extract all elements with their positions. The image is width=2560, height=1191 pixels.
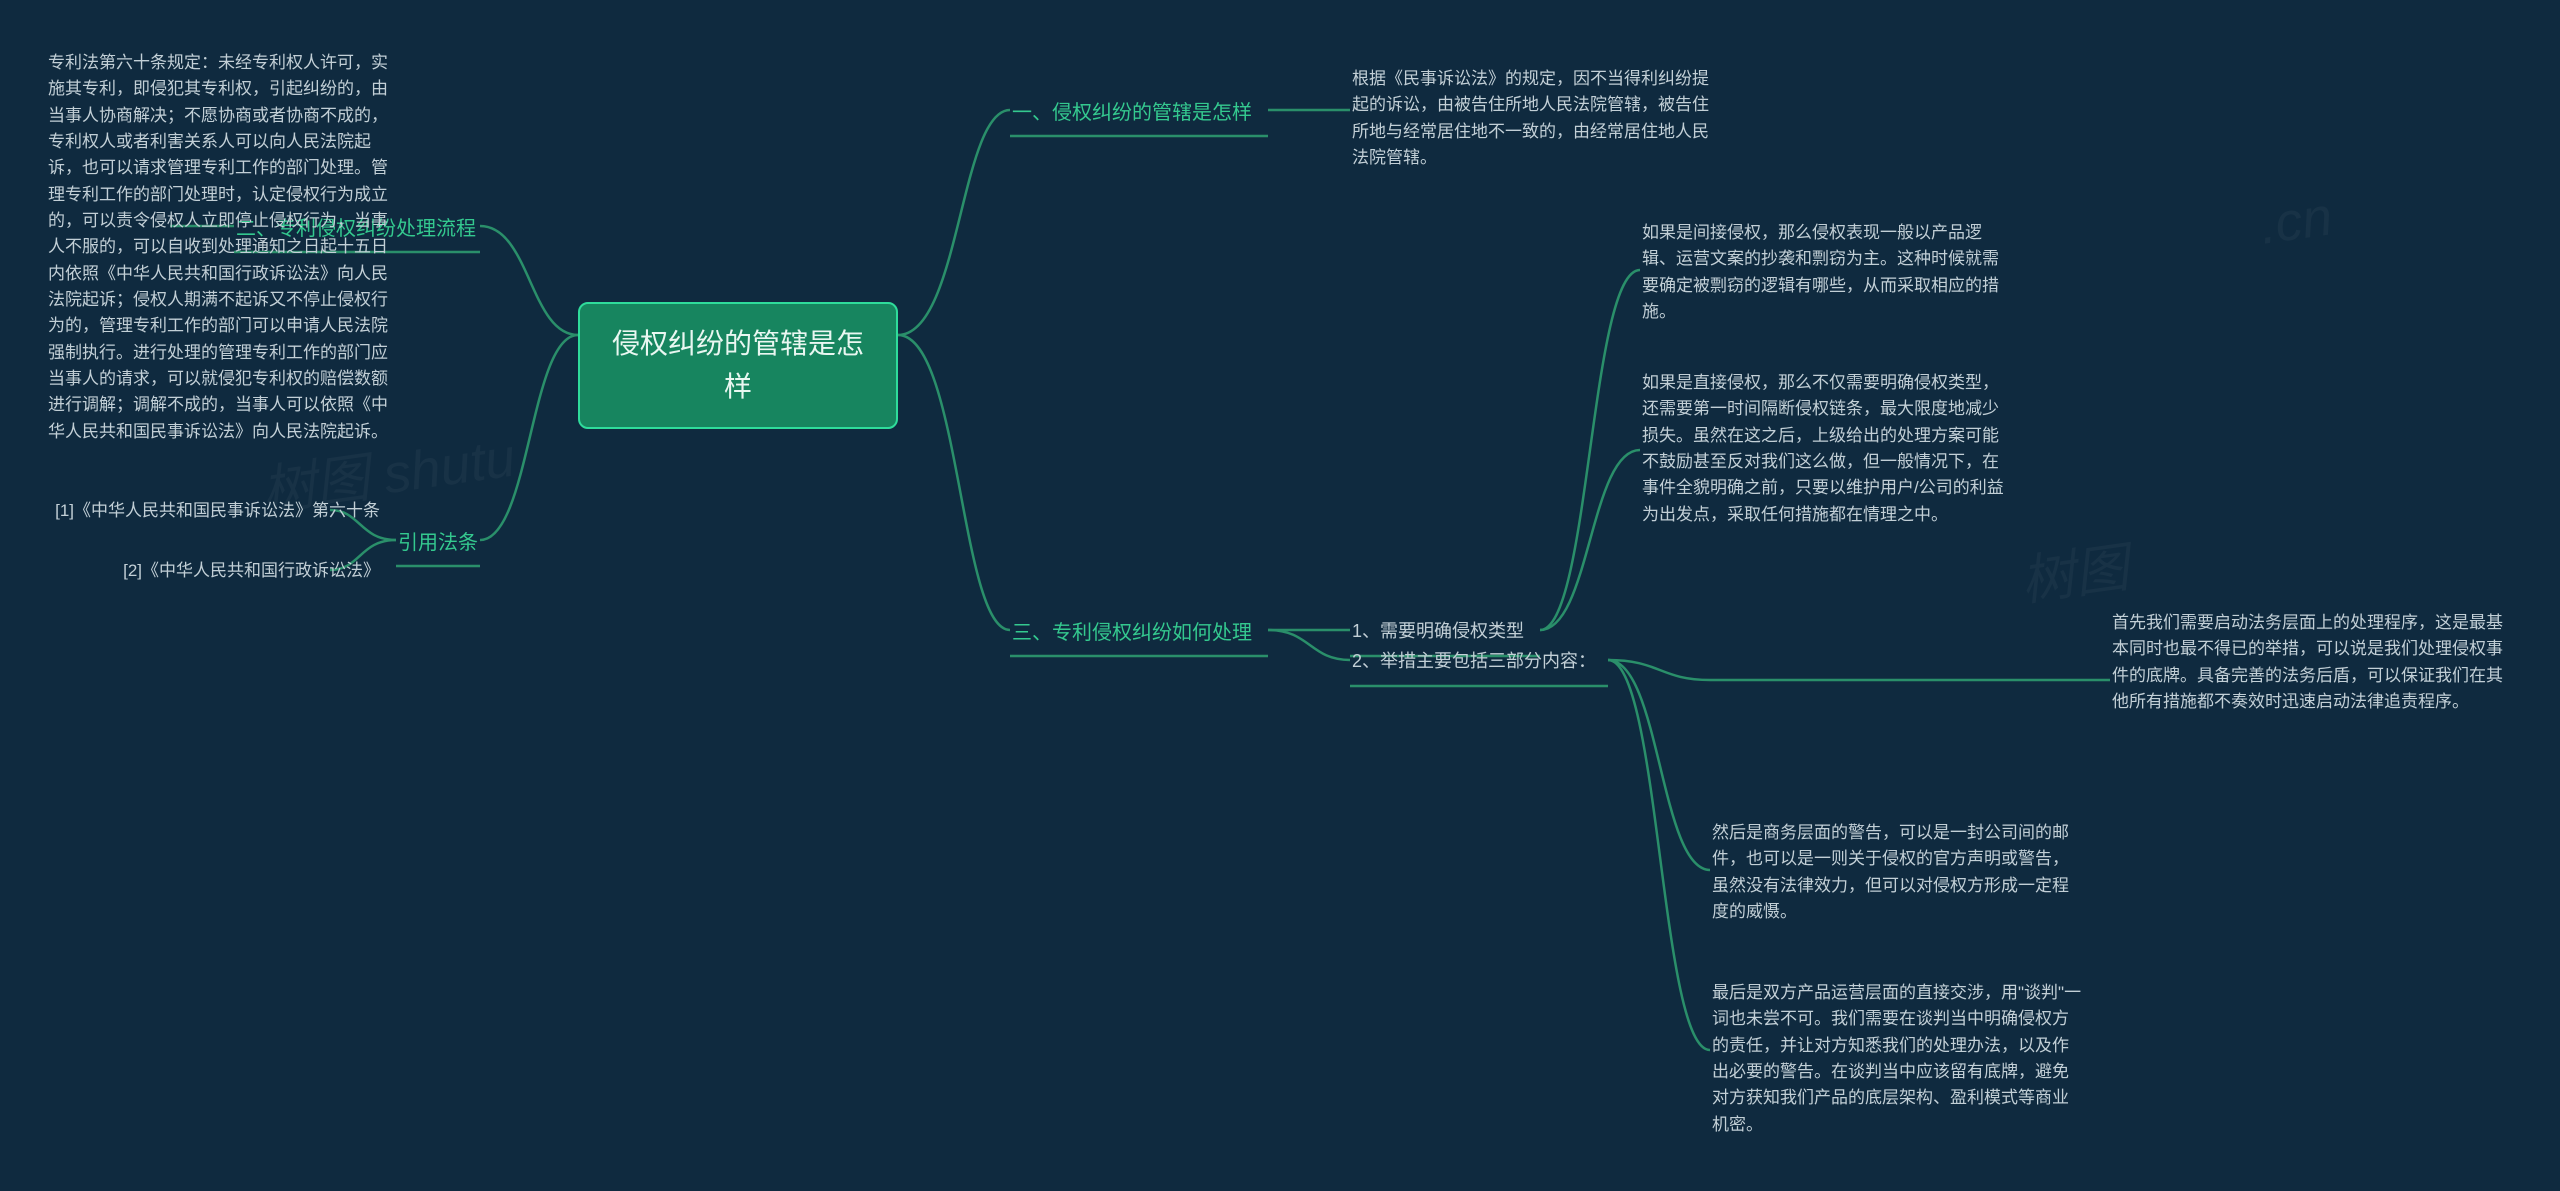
- sub2-leaf-3: 最后是双方产品运营层面的直接交涉，用"谈判"一词也未尝不可。我们需要在谈判当中明…: [1712, 980, 2082, 1138]
- sub2-leaf-2: 然后是商务层面的警告，可以是一封公司间的邮件，也可以是一则关于侵权的官方声明或警…: [1712, 820, 2082, 925]
- root-node: 侵权纠纷的管辖是怎样: [578, 302, 898, 429]
- sub1-leaf-1: 如果是间接侵权，那么侵权表现一般以产品逻辑、运营文案的抄袭和剽窃为主。这种时候就…: [1642, 220, 2012, 325]
- branch-3-sub2: 2、举措主要包括三部分内容：: [1352, 648, 1596, 676]
- sub1-leaf-2: 如果是直接侵权，那么不仅需要明确侵权类型，还需要第一时间隔断侵权链条，最大限度地…: [1642, 370, 2012, 528]
- cite-item-1: [1]《中华人民共和国民事诉讼法》第六十条: [40, 498, 380, 524]
- branch-cite: 引用法条: [398, 528, 478, 559]
- branch-3: 三、专利侵权纠纷如何处理: [1012, 618, 1252, 649]
- root-label: 侵权纠纷的管辖是怎样: [612, 328, 864, 402]
- branch-3-sub1: 1、需要明确侵权类型: [1352, 618, 1524, 646]
- branch-1: 一、侵权纠纷的管辖是怎样: [1012, 98, 1252, 129]
- branch-1-leaf: 根据《民事诉讼法》的规定，因不当得利纠纷提起的诉讼，由被告住所地人民法院管辖，被…: [1352, 66, 1712, 171]
- watermark: 树图: [2015, 523, 2133, 616]
- watermark: .cn: [2256, 185, 2336, 256]
- branch-2-leaf: 专利法第六十条规定：未经专利权人许可，实施其专利，即侵犯其专利权，引起纠纷的，由…: [48, 50, 398, 445]
- cite-item-2: [2]《中华人民共和国行政诉讼法》: [100, 558, 380, 584]
- sub2-leaf-1: 首先我们需要启动法务层面上的处理程序，这是最基本同时也最不得已的举措，可以说是我…: [2112, 610, 2512, 715]
